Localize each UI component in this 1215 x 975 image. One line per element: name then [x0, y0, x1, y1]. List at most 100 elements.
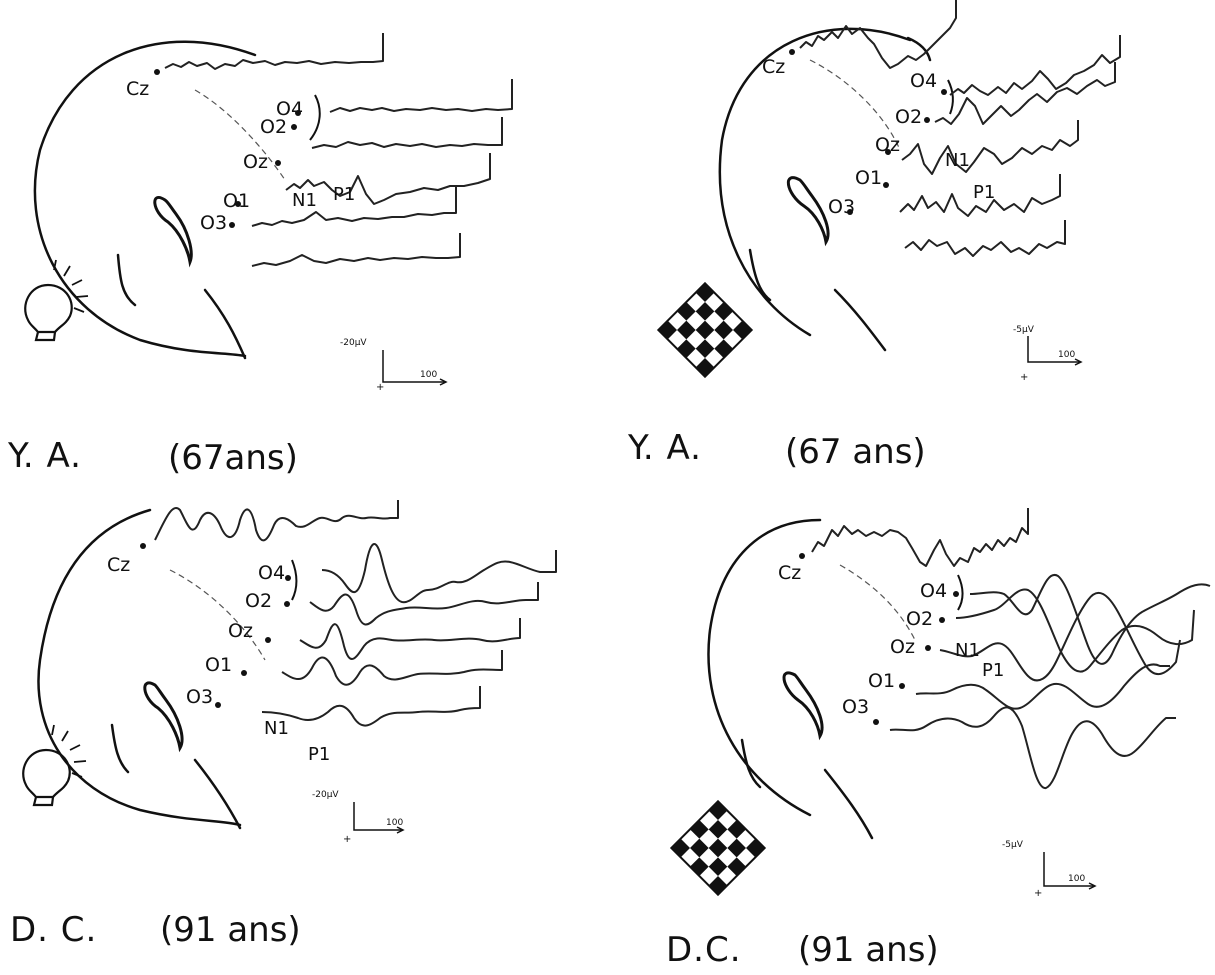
electrode-label-cz: Cz	[778, 562, 802, 584]
scale-time-label: 100	[1058, 350, 1076, 360]
scale-bar	[382, 350, 448, 386]
neck-outline	[203, 288, 247, 360]
panel-flash-67: + Cz O4 O2 Oz O1 O3 N1 P1 -20µV 100 Y. A…	[0, 0, 600, 480]
wave-label-p1: P1	[982, 660, 1005, 681]
subject-initials: D. C.	[10, 910, 98, 950]
electrode-label-o2: O2	[906, 608, 934, 630]
trace-oz	[299, 618, 521, 660]
electrode-label-o4: O4	[910, 70, 938, 92]
chin-outline	[740, 738, 762, 789]
wave-label-n1: N1	[955, 640, 980, 661]
trace-o4	[969, 573, 1211, 665]
ear-icon	[153, 196, 193, 268]
wave-label-n1: N1	[264, 718, 289, 739]
scale-amplitude-label: -20µV	[312, 790, 339, 800]
electrode-dots	[799, 553, 959, 725]
head-diagram: +	[669, 508, 1211, 899]
scalp-midline	[809, 59, 901, 151]
scalp-midline	[194, 89, 286, 181]
panel-checker-91: + Cz O4 O2 Oz O1 O3 N1 P1 -5µV 100 D.C. …	[610, 490, 1211, 970]
electrode-label-o2: O2	[260, 116, 288, 138]
ear-icon	[786, 176, 830, 247]
wave-label-n1: N1	[945, 150, 970, 171]
electrode-dots	[154, 69, 301, 228]
subject-age: (67 ans)	[785, 432, 926, 472]
trace-cz	[811, 508, 1029, 567]
trace-o2	[934, 62, 1116, 125]
subject-initials: Y. A.	[8, 436, 82, 476]
trace-oz	[901, 120, 1079, 175]
svg-text:+: +	[1020, 372, 1028, 383]
trace-o1	[281, 650, 503, 686]
electrode-label-o2: O2	[895, 106, 923, 128]
svg-text:+: +	[343, 834, 351, 845]
trace-o2	[309, 582, 539, 626]
scale-amplitude-label: -20µV	[340, 338, 367, 348]
electrode-label-cz: Cz	[107, 554, 131, 576]
electrode-label-o3: O3	[200, 212, 228, 234]
trace-oz	[939, 591, 1181, 682]
trace-o3	[889, 706, 1176, 789]
scale-time-label: 100	[1068, 874, 1086, 884]
electrode-label-o3: O3	[186, 686, 214, 708]
wave-label-n1: N1	[292, 190, 317, 211]
chin-outline	[748, 248, 772, 302]
trace-o4	[949, 35, 1121, 96]
panel-flash-91: + Cz O4 O2 Oz O1 O3 N1 P1 -20µV 100 D. C…	[0, 490, 600, 970]
trace-o2	[955, 588, 1195, 673]
trace-o3	[251, 233, 461, 267]
subject-age: (91 ans)	[160, 910, 301, 950]
head-diagram: +	[24, 33, 513, 393]
trace-oz	[285, 153, 491, 205]
svg-text:+: +	[376, 382, 384, 393]
panel-checker-67: + Cz O4 O2 Oz O1 O3 N1 P1 -5µV 100 Y. A.…	[610, 0, 1210, 480]
ear-icon	[782, 671, 824, 741]
trace-o2	[311, 117, 503, 149]
lightbulb-icon	[24, 259, 89, 342]
electrode-label-o3: O3	[842, 696, 870, 718]
scale-time-label: 100	[386, 818, 404, 828]
wave-label-p1: P1	[308, 744, 331, 765]
head-outline	[33, 40, 257, 358]
subject-age: (67ans)	[168, 438, 298, 478]
scale-time-label: 100	[420, 370, 438, 380]
trace-o3	[261, 686, 481, 727]
electrode-label-oz: Oz	[890, 636, 915, 658]
trace-o1	[899, 174, 1061, 217]
subject-age: (91 ans)	[798, 930, 939, 970]
scale-bar	[1027, 336, 1083, 366]
neck-outline	[833, 288, 887, 352]
trace-o3	[904, 220, 1066, 257]
head-outline	[37, 508, 242, 827]
trace-o4	[329, 79, 513, 113]
head-diagram: +	[656, 0, 1121, 383]
electrode-label-o4: O4	[276, 98, 304, 120]
electrode-label-o1: O1	[205, 654, 233, 676]
trace-o1	[251, 187, 457, 227]
neck-outline	[193, 758, 242, 830]
electrode-label-o4: O4	[920, 580, 948, 602]
wave-label-p1: P1	[973, 182, 996, 203]
subject-initials: D.C.	[666, 930, 742, 970]
neck-outline	[823, 768, 874, 840]
electrode-label-oz: Oz	[875, 134, 900, 156]
head-outline	[718, 27, 912, 337]
lightbulb-icon	[22, 724, 87, 807]
svg-text:+: +	[1034, 888, 1042, 899]
scale-bar	[1043, 852, 1097, 890]
checkerboard-icon	[669, 799, 767, 897]
chin-outline	[110, 723, 130, 774]
electrode-label-o1: O1	[223, 190, 251, 212]
wave-label-p1: P1	[333, 184, 356, 205]
chin-outline	[116, 253, 137, 307]
scalp-midline	[839, 564, 916, 641]
electrode-label-o2: O2	[245, 590, 273, 612]
checkerboard-icon	[656, 281, 754, 379]
trace-cz	[799, 0, 957, 69]
subject-initials: Y. A.	[628, 428, 702, 468]
electrode-dots	[789, 49, 947, 215]
trace-o1	[915, 663, 1170, 710]
ear-icon	[143, 681, 184, 753]
electrode-label-o4: O4	[258, 562, 286, 584]
head-diagram: +	[22, 500, 557, 845]
